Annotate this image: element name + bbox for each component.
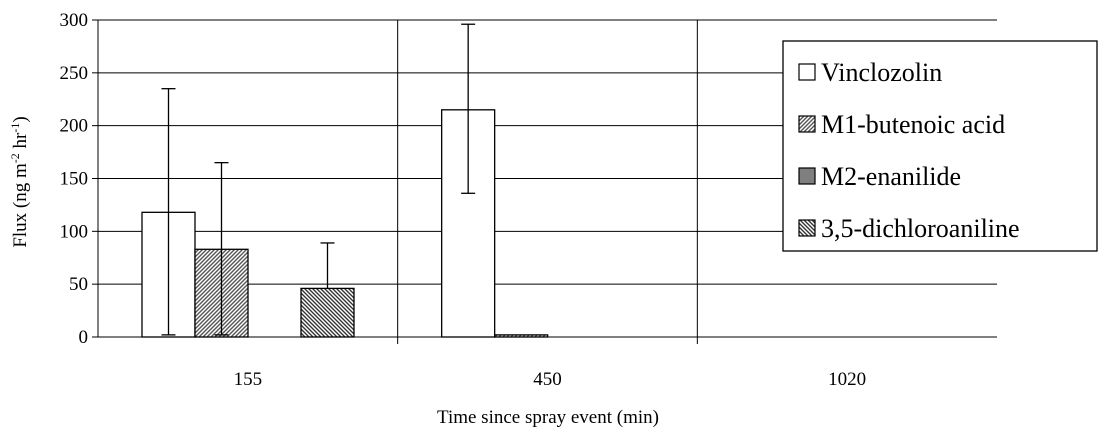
axes	[92, 19, 997, 344]
legend-label: 3,5-dichloroaniline	[821, 214, 1020, 243]
category-dividers	[397, 20, 698, 337]
error-bars	[161, 23, 476, 336]
y-tick-label: 50	[69, 274, 88, 295]
y-tick-labels: 0 50 100 150 200 250 300	[60, 10, 89, 348]
legend-label: M1-butenoic acid	[821, 110, 1005, 139]
y-axis-label: Flux (ng m-2 hr-1)	[8, 116, 31, 247]
y-tick-label: 100	[60, 221, 89, 242]
x-tick-label: 155	[234, 369, 263, 390]
x-tick-labels: 155 450 1020	[234, 369, 867, 390]
x-tick-label: 450	[533, 369, 562, 390]
y-tick-label: 150	[60, 169, 89, 190]
x-tick-label: 1020	[828, 369, 866, 390]
bar	[300, 287, 355, 338]
y-tick-label: 250	[60, 63, 89, 84]
legend-swatch	[798, 167, 816, 185]
x-axis-label: Time since spray event (min)	[437, 407, 659, 428]
legend-label: M2-enanilide	[821, 162, 961, 191]
y-tick-label: 200	[60, 116, 89, 137]
legend: Vinclozolin M1-butenoic acid M2-enanilide 3…	[782, 40, 1098, 252]
legend-swatch	[798, 63, 816, 81]
y-tick-label: 300	[60, 10, 89, 31]
bars	[141, 109, 549, 338]
legend-label: Vinclozolin	[821, 58, 942, 87]
y-tick-label: 0	[79, 327, 89, 348]
legend-box	[782, 40, 1098, 252]
legend-swatch	[798, 115, 816, 133]
legend-swatch	[798, 219, 816, 237]
gridlines	[98, 19, 997, 285]
